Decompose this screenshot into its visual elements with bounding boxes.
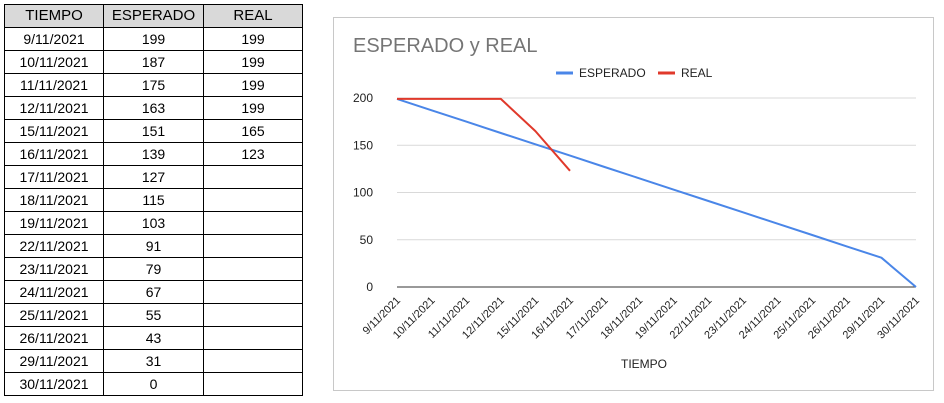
table-row: 18/11/2021 115 (4, 188, 303, 212)
cell-tiempo[interactable]: 26/11/2021 (4, 326, 104, 350)
cell-tiempo[interactable]: 19/11/2021 (4, 211, 104, 235)
cell-real[interactable] (203, 188, 303, 212)
cell-real[interactable] (203, 234, 303, 258)
cell-esperado[interactable]: 139 (103, 142, 204, 166)
table-row: 19/11/2021 103 (4, 211, 303, 235)
cell-esperado[interactable]: 115 (103, 188, 204, 212)
table-body: 9/11/2021 199 199 10/11/2021 187 199 11/11/202… (4, 27, 303, 396)
chart-container[interactable]: ESPERADO y REAL ESPERADO REAL 0 50 100 150 2… (333, 17, 934, 391)
cell-tiempo[interactable]: 23/11/2021 (4, 257, 104, 281)
cell-tiempo[interactable]: 9/11/2021 (4, 27, 104, 51)
x-axis-ticks: 9/11/202110/11/202111/11/202112/11/20211… (361, 295, 923, 342)
cell-tiempo[interactable]: 22/11/2021 (4, 234, 104, 258)
cell-real[interactable]: 199 (203, 27, 303, 51)
chart-legend: ESPERADO REAL (556, 66, 713, 80)
cell-real[interactable] (203, 349, 303, 373)
table-row: 26/11/2021 43 (4, 326, 303, 350)
y-tick-label: 0 (366, 280, 373, 294)
x-axis-title: TIEMPO (621, 357, 667, 371)
table-row: 9/11/2021 199 199 (4, 27, 303, 51)
cell-real[interactable]: 199 (203, 50, 303, 74)
cell-real[interactable] (203, 303, 303, 327)
chart-series (396, 97, 917, 288)
header-tiempo[interactable]: TIEMPO (4, 4, 104, 28)
cell-esperado[interactable]: 103 (103, 211, 204, 235)
y-tick-label: 200 (353, 91, 373, 105)
cell-real[interactable] (203, 257, 303, 281)
table-row: 10/11/2021 187 199 (4, 50, 303, 74)
chart-gridlines (397, 97, 916, 288)
legend-label-esperado: ESPERADO (579, 66, 646, 80)
cell-real[interactable] (203, 280, 303, 304)
chart-title: ESPERADO y REAL (353, 35, 538, 57)
cell-esperado[interactable]: 199 (103, 27, 204, 51)
header-real[interactable]: REAL (203, 4, 303, 28)
cell-real[interactable]: 165 (203, 119, 303, 143)
cell-esperado[interactable]: 0 (103, 372, 204, 396)
table-row: 25/11/2021 55 (4, 303, 303, 327)
cell-real[interactable]: 199 (203, 96, 303, 120)
cell-real[interactable]: 123 (203, 142, 303, 166)
table-row: 29/11/2021 31 (4, 349, 303, 373)
cell-real[interactable] (203, 372, 303, 396)
cell-esperado[interactable]: 163 (103, 96, 204, 120)
cell-tiempo[interactable]: 12/11/2021 (4, 96, 104, 120)
cell-tiempo[interactable]: 11/11/2021 (4, 73, 104, 97)
table-row: 22/11/2021 91 (4, 234, 303, 258)
line-chart: ESPERADO y REAL ESPERADO REAL 0 50 100 150 2… (353, 35, 923, 371)
cell-esperado[interactable]: 43 (103, 326, 204, 350)
cell-tiempo[interactable]: 29/11/2021 (4, 349, 104, 373)
table-row: 17/11/2021 127 (4, 165, 303, 189)
cell-real[interactable] (203, 165, 303, 189)
cell-real[interactable] (203, 326, 303, 350)
cell-tiempo[interactable]: 17/11/2021 (4, 165, 104, 189)
cell-tiempo[interactable]: 25/11/2021 (4, 303, 104, 327)
cell-real[interactable]: 199 (203, 73, 303, 97)
legend-label-real: REAL (681, 66, 713, 80)
table-row: 16/11/2021 139 123 (4, 142, 303, 166)
cell-esperado[interactable]: 151 (103, 119, 204, 143)
cell-esperado[interactable]: 31 (103, 349, 204, 373)
cell-esperado[interactable]: 67 (103, 280, 204, 304)
table-row: 12/11/2021 163 199 (4, 96, 303, 120)
cell-tiempo[interactable]: 16/11/2021 (4, 142, 104, 166)
y-axis-ticks: 0 50 100 150 200 (353, 91, 373, 294)
cell-tiempo[interactable]: 10/11/2021 (4, 50, 104, 74)
data-table: TIEMPO ESPERADO REAL 9/11/2021 199 199 10/1… (4, 4, 303, 396)
series-line-real (397, 97, 571, 172)
cell-esperado[interactable]: 91 (103, 234, 204, 258)
cell-esperado[interactable]: 79 (103, 257, 204, 281)
y-tick-label: 150 (353, 138, 373, 152)
table-row: 30/11/2021 0 (4, 372, 303, 396)
table-row: 11/11/2021 175 199 (4, 73, 303, 97)
cell-esperado[interactable]: 127 (103, 165, 204, 189)
cell-tiempo[interactable]: 24/11/2021 (4, 280, 104, 304)
cell-esperado[interactable]: 187 (103, 50, 204, 74)
cell-esperado[interactable]: 55 (103, 303, 204, 327)
table-row: 24/11/2021 67 (4, 280, 303, 304)
y-tick-label: 50 (360, 233, 374, 247)
series-line-esperado (396, 97, 917, 288)
table-row: 15/11/2021 151 165 (4, 119, 303, 143)
cell-real[interactable] (203, 211, 303, 235)
table-header-row: TIEMPO ESPERADO REAL (4, 4, 303, 28)
header-esperado[interactable]: ESPERADO (103, 4, 204, 28)
table-row: 23/11/2021 79 (4, 257, 303, 281)
cell-tiempo[interactable]: 15/11/2021 (4, 119, 104, 143)
cell-tiempo[interactable]: 30/11/2021 (4, 372, 104, 396)
y-tick-label: 100 (353, 186, 373, 200)
cell-esperado[interactable]: 175 (103, 73, 204, 97)
cell-tiempo[interactable]: 18/11/2021 (4, 188, 104, 212)
